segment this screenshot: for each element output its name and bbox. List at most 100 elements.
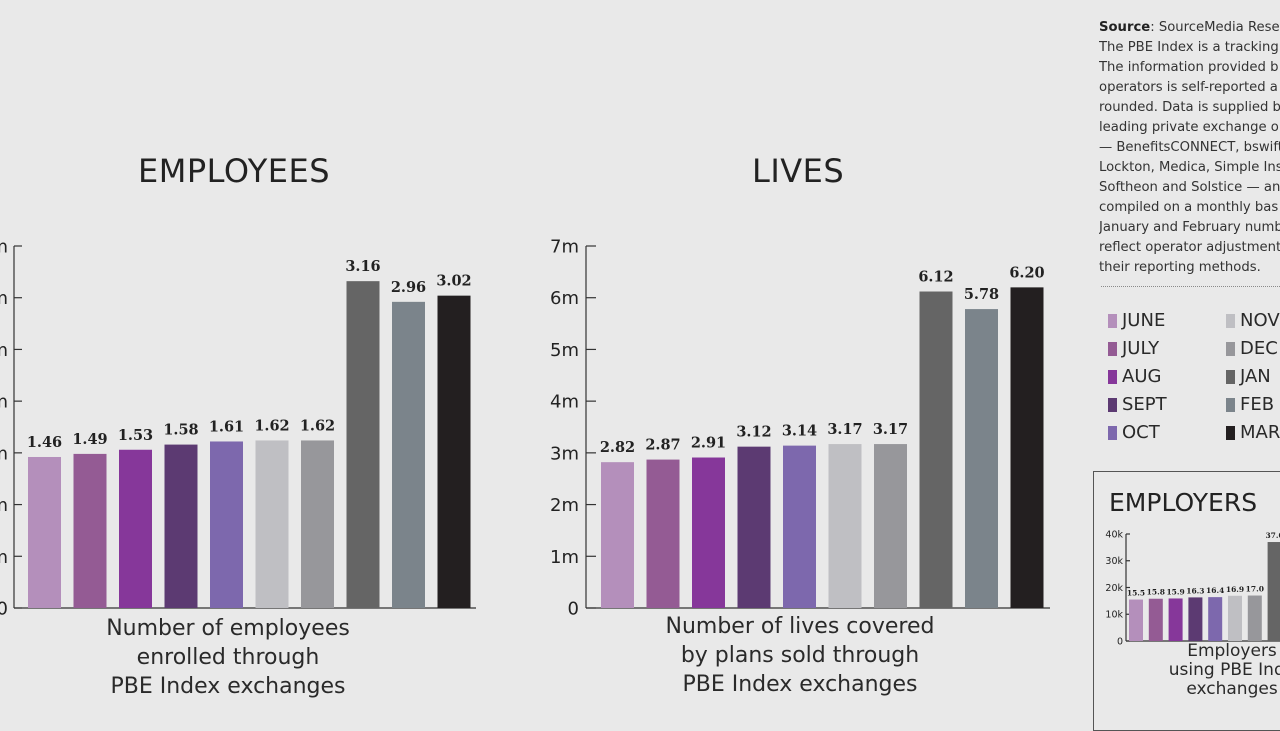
legend-item-aug: AUG <box>1108 366 1161 387</box>
bar-nov <box>828 444 862 608</box>
data-label: 1.49 <box>72 431 107 448</box>
bar-feb <box>392 301 425 608</box>
data-label: 1.46 <box>27 434 62 451</box>
employers-panel: EMPLOYERS 0 10k 20k 30k 40k 15.5 15.8 15.9 16.3 1… <box>1093 471 1280 731</box>
legend-label: MAR <box>1240 422 1280 443</box>
bar-dec <box>874 444 907 608</box>
y-tick-label: 0 <box>1117 636 1123 647</box>
source-line: their reporting methods. <box>1099 260 1261 275</box>
legend-swatch <box>1108 341 1117 356</box>
y-tick-label: m <box>0 340 8 361</box>
source-line: January and February numb <box>1099 220 1280 235</box>
data-label: 5.78 <box>964 286 999 303</box>
y-tick-label: m <box>0 288 8 309</box>
data-label: 16.4 <box>1206 586 1224 595</box>
bar-feb <box>965 309 998 608</box>
legend-item-june: JUNE <box>1108 310 1165 331</box>
bar-jan <box>919 291 953 608</box>
y-tick-label: 20k <box>1105 583 1123 594</box>
lives-chart-title: LIVES <box>752 152 845 190</box>
bar-july <box>1148 598 1163 641</box>
source-line: reflect operator adjustment <box>1099 240 1280 255</box>
bar-jan <box>346 281 380 608</box>
source-note: Source: SourceMedia Resea The PBE Index … <box>1099 18 1280 278</box>
data-label: 1.58 <box>163 422 198 439</box>
data-label: 2.87 <box>645 437 680 454</box>
legend-label: JULY <box>1122 338 1160 359</box>
bar-oct <box>783 445 816 608</box>
data-label: 37.0 <box>1265 531 1280 540</box>
legend-item-mar: MAR <box>1226 422 1280 443</box>
bar-oct <box>210 441 243 608</box>
source-line: operators is self-reported a <box>1099 80 1278 95</box>
data-label: 16.9 <box>1226 585 1244 594</box>
legend-label: SEPT <box>1122 394 1167 415</box>
bar-sept <box>164 444 198 608</box>
data-label: 15.9 <box>1166 587 1184 596</box>
legend-item-sept: SEPT <box>1108 394 1167 415</box>
employees-chart-caption: Number of employees enrolled through PBE… <box>106 616 350 699</box>
source-line: The PBE Index is a tracking i <box>1099 40 1280 55</box>
y-tick-label: 6m <box>550 288 579 309</box>
employers-chart: 0 10k 20k 30k 40k 15.5 15.8 15.9 16.3 16.4 16.9 17.… <box>1105 529 1280 647</box>
legend-item-jan: JAN <box>1226 366 1271 387</box>
y-tick-label: 5m <box>550 340 579 361</box>
bar-nov <box>255 440 289 608</box>
y-tick-label: m <box>0 236 8 257</box>
y-tick-label: m <box>0 547 8 568</box>
legend-swatch <box>1108 397 1117 412</box>
bar-july <box>73 453 107 608</box>
legend-label: DEC <box>1240 338 1278 359</box>
data-label: 3.12 <box>736 424 771 441</box>
source-line: rounded. Data is supplied b <box>1099 100 1280 115</box>
data-label: 3.17 <box>873 421 908 438</box>
y-tick-label: 3m <box>550 443 579 464</box>
employees-chart-title: EMPLOYEES <box>138 152 331 190</box>
legend-label: FEB <box>1240 394 1275 415</box>
legend-item-feb: FEB <box>1226 394 1274 415</box>
legend-item-july: JULY <box>1108 338 1159 359</box>
bar-july <box>646 459 680 608</box>
data-label: 15.8 <box>1147 588 1165 597</box>
y-tick-label: 40k <box>1105 529 1123 540</box>
data-label: 3.02 <box>436 273 471 290</box>
legend-item-nov: NOV <box>1226 310 1280 331</box>
bar-aug <box>119 449 152 608</box>
legend-label: OCT <box>1122 422 1160 443</box>
data-label: 16.3 <box>1186 586 1204 595</box>
data-label: 3.17 <box>827 421 862 438</box>
y-tick-label: 0 <box>0 598 8 619</box>
data-label: 2.91 <box>691 435 726 452</box>
data-label: 1.53 <box>118 427 153 444</box>
y-tick-label: 30k <box>1105 556 1123 567</box>
legend-label: AUG <box>1122 366 1162 387</box>
source-line: — BenefitsCONNECT, bswift, <box>1099 140 1280 155</box>
bar-jan <box>1267 542 1280 641</box>
employers-chart-caption: Employers using PBE Inde exchanges <box>1168 641 1280 699</box>
y-tick-label: 7m <box>550 236 579 257</box>
bar-mar <box>437 295 471 608</box>
source-line: leading private exchange o <box>1099 120 1279 135</box>
y-tick-label: 2m <box>550 495 579 516</box>
bar-sept <box>1188 597 1203 641</box>
y-tick-label: 0 <box>568 598 579 619</box>
y-tick-label: 10k <box>1105 610 1123 621</box>
source-line: : SourceMedia Resea <box>1150 20 1280 35</box>
data-label: 2.82 <box>600 439 635 456</box>
lives-chart-caption: Number of lives covered by plans sold th… <box>665 614 935 697</box>
source-divider <box>1101 286 1280 287</box>
legend-swatch <box>1108 313 1117 328</box>
bar-sept <box>737 446 771 608</box>
legend-swatch <box>1226 341 1235 356</box>
legend-swatch <box>1108 369 1117 384</box>
bar-dec <box>301 440 334 608</box>
y-tick-label: 1m <box>550 547 579 568</box>
y-tick-label: 4m <box>550 392 579 413</box>
bar-june <box>601 462 634 608</box>
data-label: 17.0 <box>1246 585 1264 594</box>
legend-label: JUNE <box>1122 310 1166 331</box>
source-label: Source <box>1099 20 1151 35</box>
source-line: The information provided b <box>1099 60 1279 75</box>
